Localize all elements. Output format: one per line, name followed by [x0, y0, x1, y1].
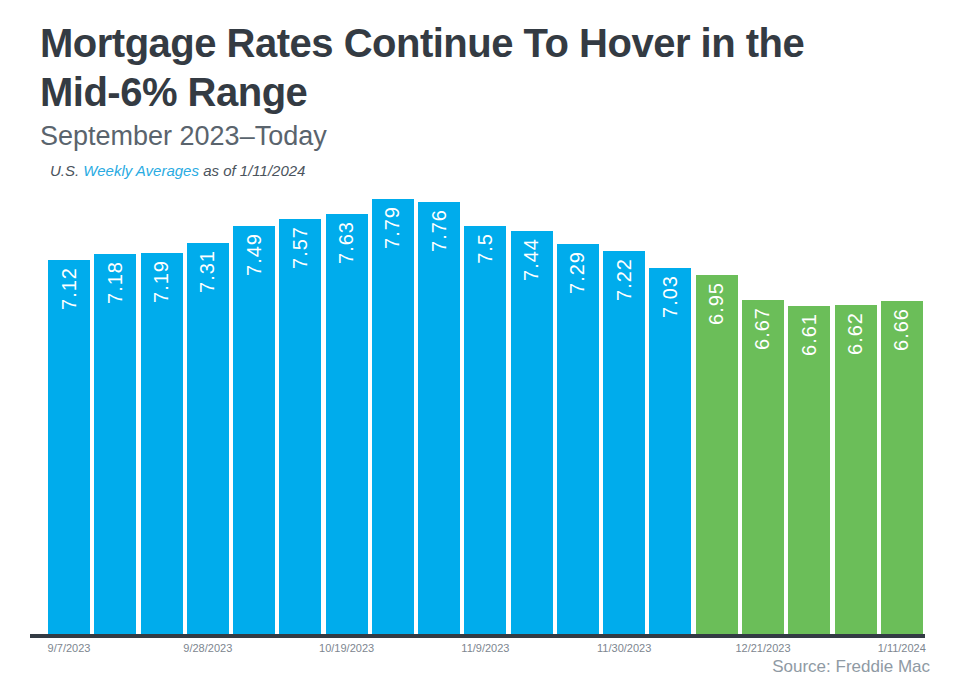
x-axis-tick-label: 1/11/2024	[881, 642, 923, 654]
bar-value-label: 7.31	[196, 250, 219, 293]
bar-value-label: 7.5	[474, 233, 497, 264]
x-axis-tick-label: 12/21/2023	[742, 642, 784, 654]
bar: 7.22	[603, 251, 645, 635]
bar-value-label: 7.63	[335, 221, 358, 264]
bar: 7.29	[557, 244, 599, 635]
weekly-averages-link[interactable]: Weekly Averages	[83, 162, 199, 179]
bars: 7.12 7.18 7.19 7.31 7.49 7.57 7.63 7.79 7.76 7.5 7…	[48, 185, 923, 635]
x-axis-tick-label	[649, 642, 691, 654]
bar-value-label: 7.29	[566, 251, 589, 294]
x-axis-tick-label	[788, 642, 830, 654]
attribution-suffix: as of 1/11/2024	[199, 162, 305, 179]
x-axis-tick-label: 11/30/2023	[603, 642, 645, 654]
bar: 7.31	[187, 243, 229, 635]
x-axis-tick-label	[418, 642, 460, 654]
x-axis-tick-label	[696, 642, 738, 654]
bar-value-label: 7.79	[381, 206, 404, 249]
bar: 7.49	[233, 226, 275, 635]
bar: 7.63	[326, 214, 368, 635]
page-title: Mortgage Rates Continue To Hover in the M…	[40, 19, 920, 117]
x-axis-tick-label: 9/28/2023	[187, 642, 229, 654]
bar-value-label: 7.76	[428, 209, 451, 252]
x-axis-tick-label	[279, 642, 321, 654]
bar: 7.18	[94, 254, 136, 635]
x-axis-tick-label	[835, 642, 877, 654]
x-axis-tick-label	[511, 642, 553, 654]
bar: 7.03	[649, 268, 691, 635]
attribution-prefix: U.S.	[50, 162, 83, 179]
bar-value-label: 7.57	[289, 226, 312, 269]
source-note: Source: Freddie Mac	[772, 657, 930, 675]
page-title-line1: Mortgage Rates Continue To Hover in the	[40, 21, 804, 65]
bar: 6.95	[696, 275, 738, 635]
bar-value-label: 7.19	[150, 260, 173, 303]
bar: 6.61	[788, 306, 830, 635]
x-axis-labels: 9/7/2023 9/28/2023 10/19/2023 11/9/2023 11/3…	[48, 642, 923, 654]
attribution-note: U.S. Weekly Averages as of 1/11/2024	[50, 162, 305, 179]
bar: 7.12	[48, 260, 90, 635]
bar-value-label: 7.18	[104, 261, 127, 304]
bar: 7.57	[279, 219, 321, 635]
x-axis-tick-label	[94, 642, 136, 654]
bar-value-label: 6.66	[890, 308, 913, 351]
bar-value-label: 6.61	[798, 313, 821, 356]
bar: 7.76	[418, 202, 460, 635]
page-title-line2: Mid-6% Range	[40, 70, 307, 114]
x-axis-tick-label: 9/7/2023	[48, 642, 90, 654]
bar-value-label: 7.22	[613, 258, 636, 301]
x-axis-tick-label	[372, 642, 414, 654]
bar-value-label: 7.44	[520, 238, 543, 281]
bar-value-label: 6.67	[751, 307, 774, 350]
bar-value-label: 7.12	[58, 267, 81, 310]
bar: 7.44	[511, 231, 553, 635]
bar: 6.67	[742, 300, 784, 635]
bar-value-label: 7.03	[659, 275, 682, 318]
bar: 6.62	[835, 305, 877, 635]
x-axis-tick-label: 11/9/2023	[464, 642, 506, 654]
x-axis-tick-label	[233, 642, 275, 654]
bar-value-label: 7.49	[243, 233, 266, 276]
bar: 7.19	[141, 253, 183, 635]
x-axis-line	[30, 634, 925, 638]
bar-value-label: 6.62	[844, 312, 867, 355]
x-axis-tick-label: 10/19/2023	[326, 642, 368, 654]
bar: 7.5	[464, 226, 506, 636]
bar-value-label: 6.95	[705, 282, 728, 325]
bar: 7.79	[372, 199, 414, 635]
x-axis-tick-label	[557, 642, 599, 654]
subtitle: September 2023–Today	[40, 121, 327, 152]
bar: 6.66	[881, 301, 923, 635]
x-axis-tick-label	[141, 642, 183, 654]
